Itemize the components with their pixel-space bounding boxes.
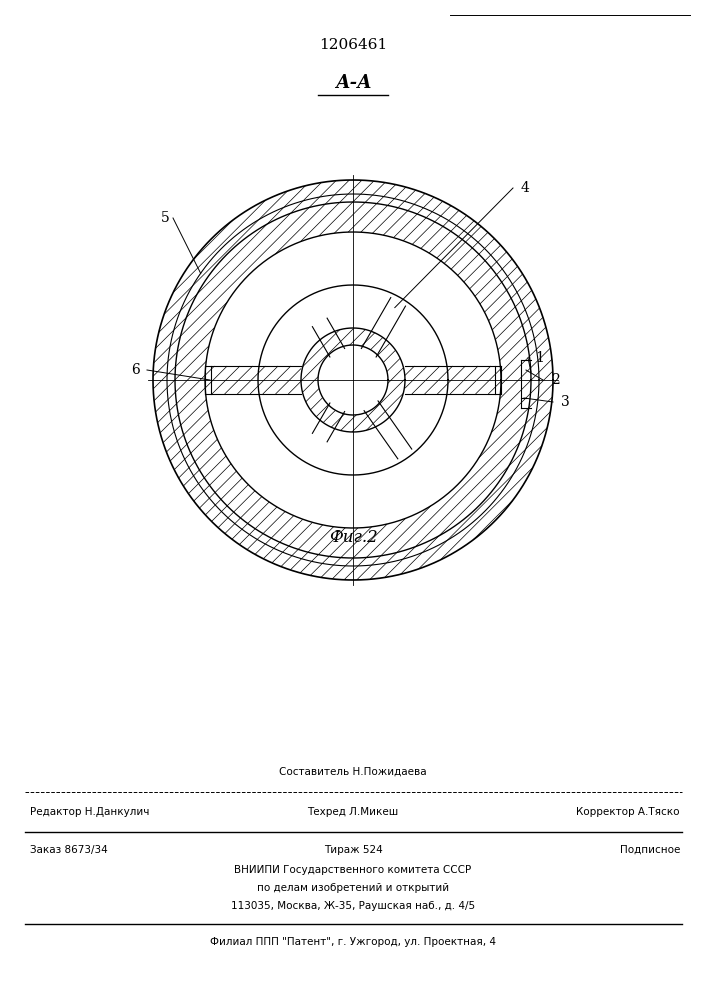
Text: по делам изобретений и открытий: по делам изобретений и открытий [257,883,449,893]
Text: Фиг.2: Фиг.2 [329,530,378,546]
Text: 3: 3 [561,395,569,409]
Text: Тираж 524: Тираж 524 [324,845,382,855]
Text: Техред Л.Микеш: Техред Л.Микеш [308,807,399,817]
Text: ВНИИПИ Государственного комитета СССР: ВНИИПИ Государственного комитета СССР [235,865,472,875]
Text: 6: 6 [131,363,139,377]
Text: А-А: А-А [334,74,371,92]
Text: 4: 4 [520,181,530,195]
Text: Заказ 8673/34: Заказ 8673/34 [30,845,107,855]
Text: 2: 2 [551,373,559,387]
Text: Филиал ППП "Патент", г. Ужгород, ул. Проектная, 4: Филиал ППП "Патент", г. Ужгород, ул. Про… [210,937,496,947]
Text: 1206461: 1206461 [319,38,387,52]
Text: Корректор А.Тяско: Корректор А.Тяско [576,807,680,817]
Text: Составитель Н.Пожидаева: Составитель Н.Пожидаева [279,767,427,777]
Text: Редактор Н.Данкулич: Редактор Н.Данкулич [30,807,149,817]
Text: 1: 1 [536,351,544,365]
Text: 113035, Москва, Ж-35, Раушская наб., д. 4/5: 113035, Москва, Ж-35, Раушская наб., д. … [231,901,475,911]
Text: 5: 5 [160,211,170,225]
Text: Подписное: Подписное [619,845,680,855]
